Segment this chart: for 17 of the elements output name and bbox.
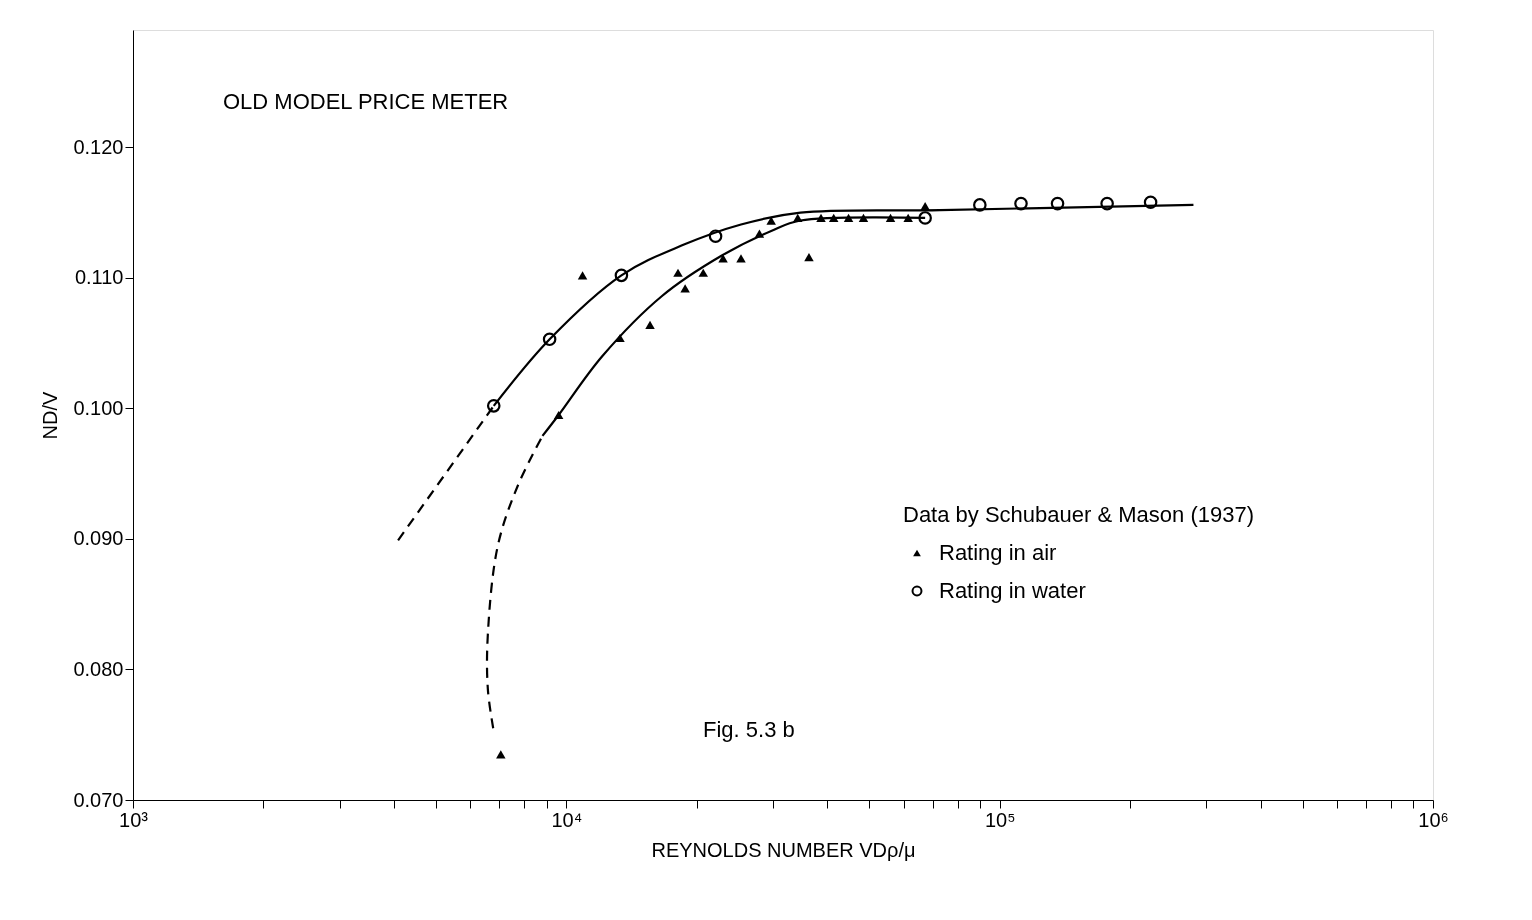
annotation: OLD MODEL PRICE METER (223, 89, 509, 114)
y-tick-label: 0.120 (73, 135, 124, 158)
x-tick-label: 10⁵ (984, 808, 1016, 831)
x-tick-label: 10³ (119, 808, 149, 831)
legend-label: Rating in water (939, 578, 1086, 603)
y-tick-label: 0.110 (74, 266, 124, 289)
y-tick-label: 0.070 (73, 788, 124, 811)
x-tick-label: 10⁴ (551, 808, 583, 831)
x-axis-title: REYNOLDS NUMBER VDρ/μ (651, 838, 916, 861)
y-axis-title: ND/V (39, 390, 62, 440)
annotation: Fig. 5.3 b (703, 717, 795, 742)
legend-title: Data by Schubauer & Mason (1937) (903, 502, 1254, 527)
y-tick-label: 0.090 (73, 527, 124, 550)
y-tick-label: 0.100 (73, 396, 124, 419)
x-tick-label: 10⁶ (1418, 808, 1449, 831)
y-tick-label: 0.080 (73, 657, 124, 680)
legend-label: Rating in air (939, 540, 1057, 565)
